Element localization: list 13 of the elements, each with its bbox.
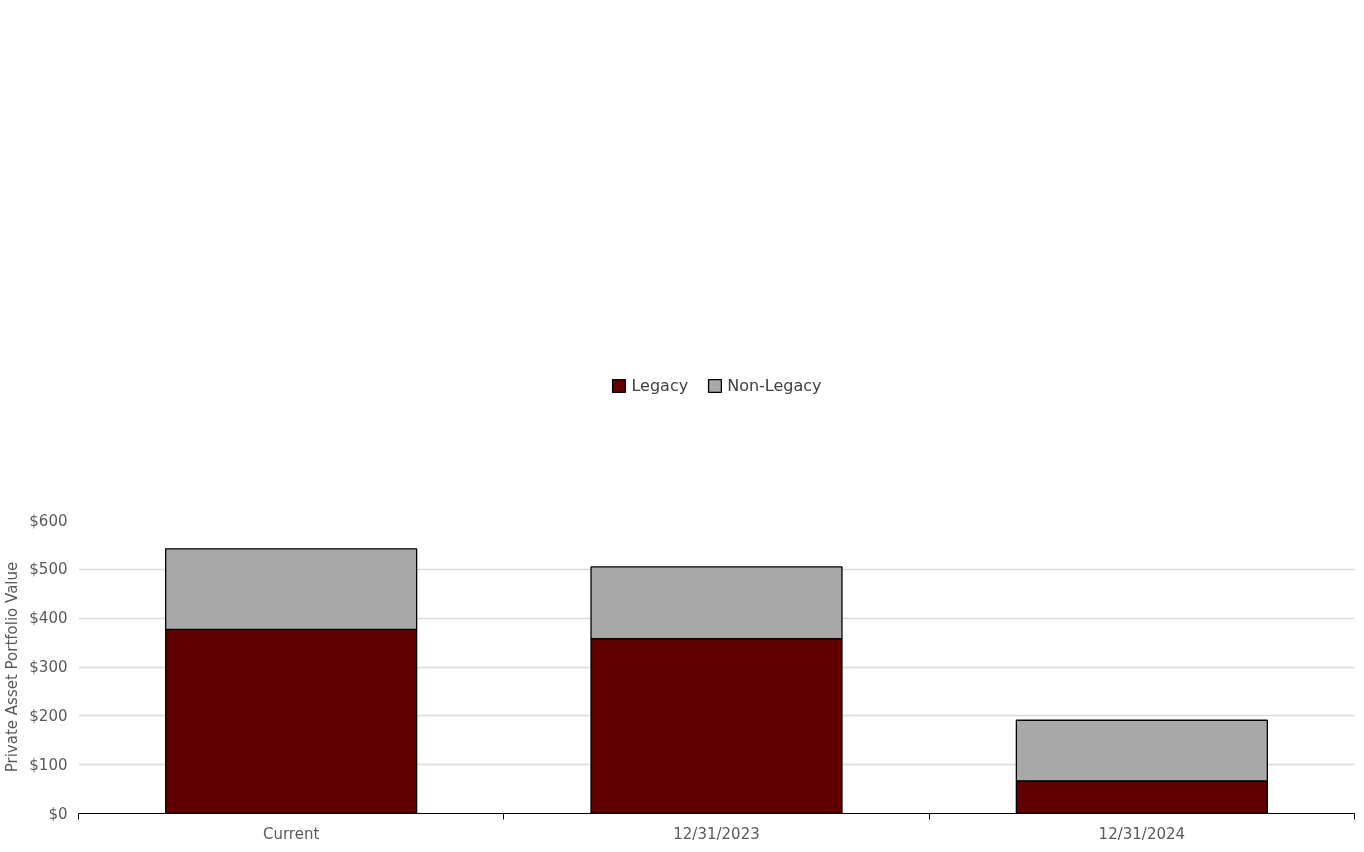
y-tick-label: $0 <box>48 804 68 823</box>
legend-label: Legacy <box>631 375 689 395</box>
legend-label: Non-Legacy <box>727 375 822 395</box>
y-tick-label: $300 <box>29 658 68 676</box>
x-tick-label: 12/31/2023 <box>673 824 760 843</box>
y-tick-label: $500 <box>29 560 68 579</box>
y-tick-label: $600 <box>29 511 68 530</box>
x-tick-label: 12/31/2024 <box>1098 824 1186 843</box>
y-tick-label: $400 <box>29 609 68 628</box>
x-tick-label: Current <box>263 824 320 843</box>
y-tick-label: $100 <box>29 755 68 774</box>
y-axis-title: Private Asset Portfolio Value <box>3 561 22 773</box>
y-tick-label: $200 <box>29 706 68 725</box>
